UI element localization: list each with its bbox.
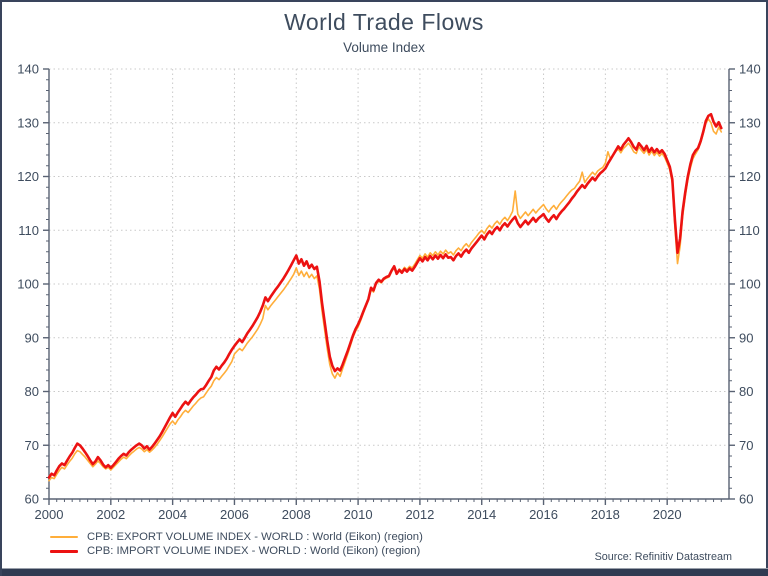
- import-line-swatch: [50, 549, 78, 553]
- chart-subtitle: Volume Index: [343, 40, 425, 55]
- source-attribution: Source: Refinitiv Datastream: [594, 551, 732, 563]
- legend-item-import: CPB: IMPORT VOLUME INDEX - WORLD : World…: [50, 544, 423, 558]
- x-tick-label: 2006: [220, 507, 249, 522]
- y-tick-label-right: 70: [739, 438, 753, 453]
- x-tick-label: 2004: [158, 507, 187, 522]
- x-tick-label: 2008: [282, 507, 311, 522]
- legend-item-export: CPB: EXPORT VOLUME INDEX - WORLD : World…: [50, 530, 423, 544]
- y-tick-label-right: 100: [739, 277, 761, 292]
- import-series-line: [47, 112, 723, 479]
- y-tick-label-right: 80: [739, 384, 753, 399]
- x-tick-label: 2002: [96, 507, 125, 522]
- y-tick-label-left: 80: [25, 384, 39, 399]
- y-tick-label-right: 120: [739, 169, 761, 184]
- bottom-accent-bar: [2, 568, 768, 576]
- x-tick-label: 2016: [529, 507, 558, 522]
- chart-title: World Trade Flows: [284, 9, 484, 35]
- y-tick-label-left: 130: [17, 115, 39, 130]
- y-tick-label-left: 60: [25, 492, 39, 507]
- chart-legend: CPB: EXPORT VOLUME INDEX - WORLD : World…: [50, 530, 423, 558]
- y-tick-label-left: 140: [17, 62, 39, 77]
- y-tick-label-right: 130: [739, 115, 761, 130]
- export-series-line: [48, 118, 723, 482]
- y-tick-label-left: 70: [25, 438, 39, 453]
- y-tick-label-left: 100: [17, 277, 39, 292]
- legend-label-export: CPB: EXPORT VOLUME INDEX - WORLD : World…: [87, 531, 423, 543]
- y-tick-label-left: 110: [18, 223, 39, 238]
- y-tick-label-right: 110: [739, 223, 760, 238]
- x-tick-label: 2012: [405, 507, 434, 522]
- export-line-swatch: [50, 536, 78, 538]
- x-tick-label: 2018: [591, 507, 620, 522]
- x-tick-label: 2014: [467, 507, 496, 522]
- y-tick-label-right: 60: [739, 492, 753, 507]
- y-tick-label-right: 140: [739, 62, 761, 77]
- y-tick-label-right: 90: [739, 330, 753, 345]
- y-tick-label-left: 90: [25, 330, 39, 345]
- x-tick-label: 2000: [35, 507, 64, 522]
- legend-label-import: CPB: IMPORT VOLUME INDEX - WORLD : World…: [87, 545, 421, 557]
- y-tick-label-left: 120: [17, 169, 39, 184]
- x-tick-label: 2020: [653, 507, 682, 522]
- x-tick-label: 2010: [344, 507, 373, 522]
